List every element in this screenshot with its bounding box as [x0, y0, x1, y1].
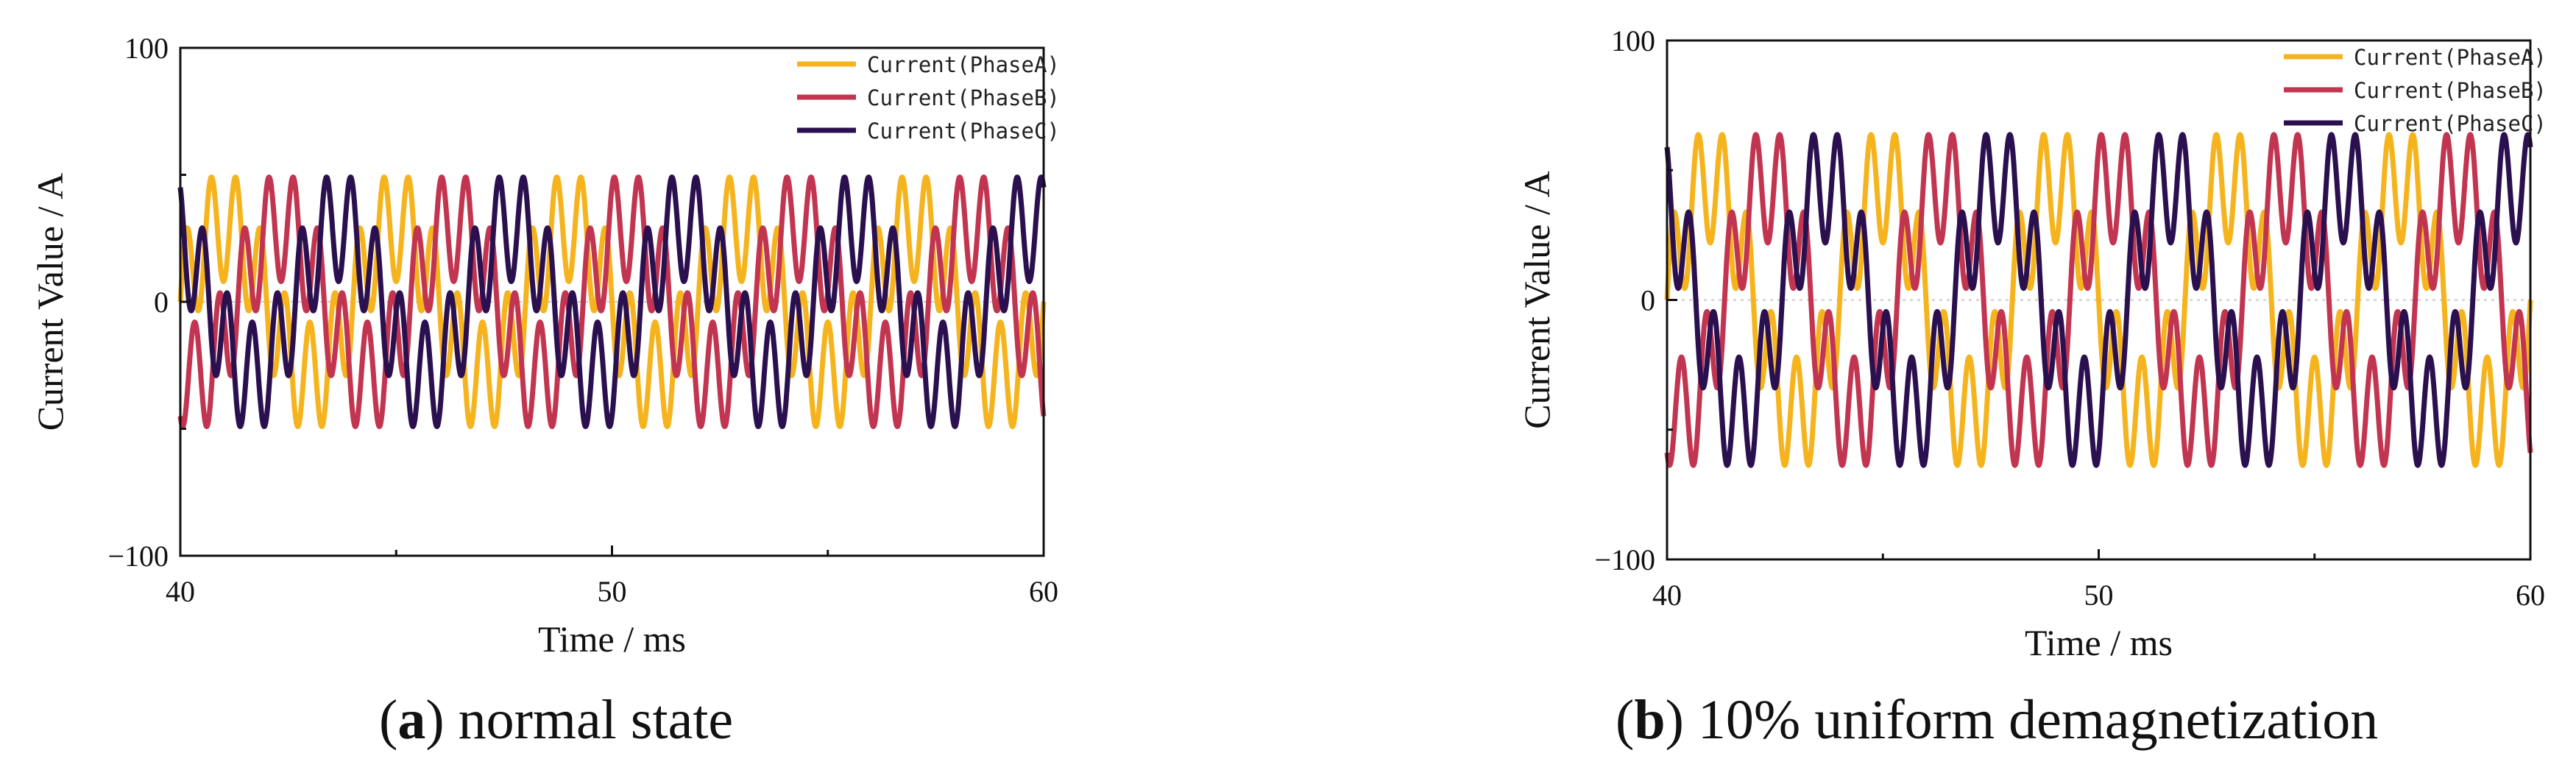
legend-label-phase-c: Current(PhaseC) [2354, 111, 2547, 136]
x-tick-label: 40 [1652, 579, 1682, 612]
series-line-phase-c [177, 174, 1047, 429]
chart-panel-b: 40 50 60 100 0 −100 Time / ms Current Value / A… [1516, 24, 2547, 663]
caption-a-text: normal state [444, 689, 734, 751]
caption-b-letter: b [1634, 689, 1666, 751]
caption-b: (b) 10% uniform demagnetization [1616, 689, 2379, 751]
caption-a-letter: a [397, 689, 426, 751]
series-line-phase-c [1664, 132, 2533, 468]
series-line-phase-a [177, 174, 1047, 429]
y-axis-label: Current Value / A [29, 173, 71, 431]
legend-label-phase-b: Current(PhaseB) [867, 85, 1060, 110]
y-tick-label: 100 [1611, 24, 1655, 57]
y-tick-label: 0 [154, 286, 169, 319]
x-tick-label: 60 [1029, 575, 1058, 608]
y-tick-label: 0 [1641, 284, 1655, 317]
x-tick-label: 60 [2516, 579, 2545, 612]
y-tick-label: −100 [107, 540, 169, 573]
legend: Current(PhaseA) Current(PhaseB) Current(Ph… [797, 52, 1060, 144]
legend-label-phase-a: Current(PhaseA) [2354, 45, 2547, 70]
caption-a: (a) normal state [379, 689, 734, 751]
y-tick-label: −100 [1594, 543, 1655, 576]
x-tick-label: 50 [2084, 579, 2114, 612]
x-axis-label: Time / ms [538, 618, 686, 660]
legend: Current(PhaseA) Current(PhaseB) Current(Ph… [2284, 45, 2547, 136]
chart-panel-a: 40 50 60 100 0 −100 Time / ms Current Value / A… [29, 32, 1060, 660]
y-tick-label: 100 [124, 32, 169, 65]
x-axis-label: Time / ms [2025, 622, 2173, 663]
x-tick-label: 40 [166, 575, 195, 608]
y-axis-label: Current Value / A [1516, 171, 1557, 428]
series-line-phase-b [1664, 132, 2533, 468]
series-line-phase-b [177, 174, 1047, 429]
legend-label-phase-a: Current(PhaseA) [867, 52, 1060, 77]
legend-label-phase-c: Current(PhaseC) [867, 119, 1060, 144]
series-line-phase-a [1664, 132, 2533, 468]
caption-b-text: 10% uniform demagnetization [1683, 689, 2379, 751]
legend-label-phase-b: Current(PhaseB) [2354, 78, 2547, 103]
x-tick-label: 50 [598, 575, 627, 608]
